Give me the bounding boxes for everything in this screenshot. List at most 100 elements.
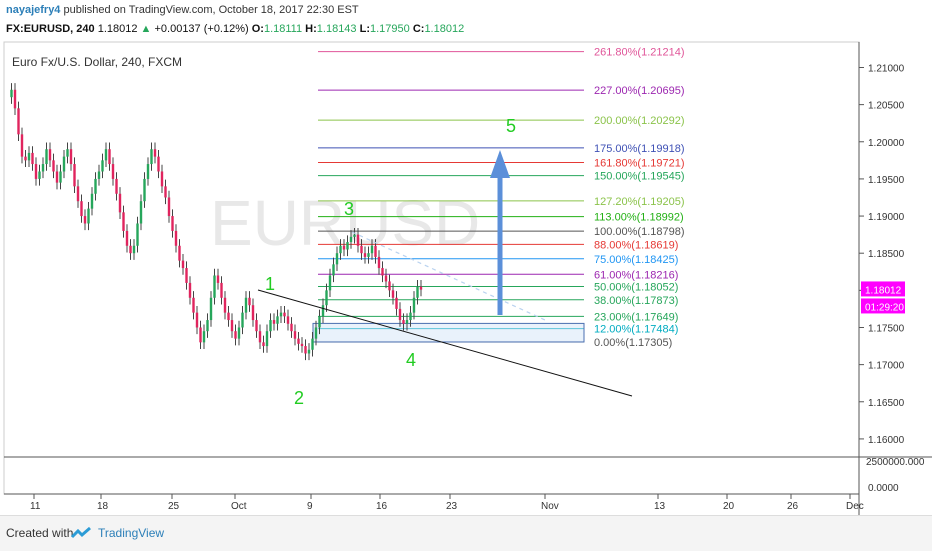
candle-body: [97, 171, 101, 179]
footer: Created with TradingView: [0, 515, 932, 551]
fib-label: 127.20%(1.19205): [594, 196, 685, 208]
candle-body: [349, 236, 353, 243]
candle-body: [178, 245, 181, 261]
candle-body: [342, 245, 346, 250]
candle-body: [227, 312, 230, 321]
candle-body: [255, 320, 258, 332]
price-tick-label: 1.17500: [868, 323, 905, 334]
candle-body: [241, 312, 244, 328]
candle-body: [38, 171, 41, 179]
fib-label: 88.00%(1.18619): [594, 239, 678, 251]
candle-body: [311, 338, 314, 350]
candle-body: [370, 245, 374, 254]
chart-svg[interactable]: EURUSD 261.80%(1.21214)227.00%(1.20695)2…: [0, 0, 932, 515]
created-with-text: Created with: [6, 526, 74, 540]
candle-body: [360, 245, 363, 254]
candle-body: [20, 134, 24, 157]
candle-body: [346, 242, 349, 250]
last-price-badge: [861, 281, 905, 297]
candle-body: [143, 178, 146, 202]
candle-body: [258, 331, 262, 343]
candle-body: [122, 212, 125, 231]
candle-body: [304, 346, 307, 354]
high-value: 1.18143: [316, 23, 357, 35]
publish-info: nayajefry4 published on TradingView.com,…: [6, 4, 359, 16]
candle-body: [300, 343, 304, 347]
time-tick-label: 11: [30, 501, 41, 512]
fib-label: 38.00%(1.17873): [594, 295, 678, 307]
last-price: 1.18012: [97, 23, 138, 35]
time-tick-label: 20: [723, 501, 735, 512]
candle-body: [160, 171, 164, 187]
candle-body: [104, 149, 108, 161]
candle-body: [52, 160, 55, 172]
candle-body: [146, 164, 150, 179]
time-tick-label: 26: [787, 501, 799, 512]
candle-body: [293, 331, 297, 339]
time-tick-label: 16: [376, 501, 388, 512]
time-tick-label: 25: [168, 501, 180, 512]
candle-body: [332, 264, 335, 276]
candle-body: [328, 275, 332, 291]
candle-body: [339, 245, 342, 254]
candle-body: [307, 349, 311, 354]
candle-body: [412, 297, 416, 313]
fib-label: 150.00%(1.19545): [594, 171, 685, 183]
candle-body: [276, 316, 279, 324]
candle-body: [283, 312, 286, 317]
target-arrow-head-icon: [490, 150, 510, 178]
candle-body: [290, 323, 293, 332]
candle-body: [192, 297, 195, 313]
candle-body: [374, 245, 377, 257]
candle-body: [13, 89, 17, 109]
time-tick-label: 18: [97, 501, 109, 512]
candle-body: [265, 331, 269, 347]
candle-body: [136, 223, 139, 246]
price-tick-label: 1.19500: [868, 175, 905, 186]
candle-body: [223, 297, 227, 313]
close-label: C:: [412, 23, 425, 35]
author-link[interactable]: nayajefry4: [6, 4, 61, 16]
candle-body: [409, 312, 412, 321]
candle-body: [279, 312, 283, 317]
fib-label: 0.00%(1.17305): [594, 337, 672, 349]
candle-body: [17, 108, 20, 135]
candle-body: [90, 193, 94, 209]
candle-body: [381, 268, 384, 276]
price-tick-label: 1.17000: [868, 361, 905, 372]
candle-body: [388, 281, 391, 291]
candle-body: [132, 245, 136, 254]
published-text: published on TradingView.com, October 18…: [63, 4, 359, 16]
fib-label: 23.00%(1.17649): [594, 311, 678, 323]
fib-label: 50.00%(1.18052): [594, 281, 678, 293]
price-tick-label: 1.21000: [868, 63, 905, 74]
time-tick-label: 9: [307, 501, 313, 512]
candle-body: [24, 156, 27, 161]
candle-body: [167, 197, 171, 217]
candle-body: [353, 234, 356, 237]
trendline: [257, 289, 633, 397]
candle-body: [363, 253, 367, 257]
candle-body: [335, 253, 339, 265]
entry-zone-box: [312, 322, 585, 343]
elliott-wave-label: 2: [294, 388, 304, 408]
candle-body: [206, 320, 209, 332]
tradingview-link[interactable]: TradingView: [98, 526, 165, 540]
open-value: 1.18111: [263, 23, 303, 35]
candle-body: [202, 331, 206, 343]
candle-body: [94, 178, 97, 194]
projection-dashed-line: [351, 231, 546, 321]
up-arrow-icon: ▲: [140, 23, 152, 35]
candle-body: [125, 230, 129, 246]
fib-label: 61.00%(1.18216): [594, 269, 678, 281]
candle-body: [314, 327, 318, 339]
candle-body: [62, 156, 66, 172]
candle-body: [367, 253, 370, 257]
price-tick-label: 1.19000: [868, 212, 905, 223]
candle-body: [321, 305, 325, 317]
candle-body: [269, 320, 272, 332]
candle-body: [213, 275, 216, 298]
candle-body: [230, 320, 234, 332]
candle-body: [171, 216, 174, 231]
